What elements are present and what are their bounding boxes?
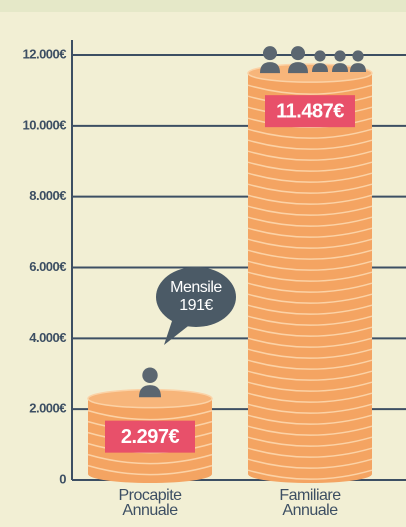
coin-body bbox=[248, 73, 372, 474]
x-tick-label: Familiare Annuale bbox=[279, 487, 341, 519]
coin-edge bbox=[247, 337, 373, 348]
person-body bbox=[350, 63, 366, 72]
y-tick-label: 6.000€ bbox=[29, 259, 66, 274]
coin-edge bbox=[247, 227, 373, 238]
coin-edge bbox=[247, 469, 373, 480]
coin-edge bbox=[247, 84, 373, 95]
y-tick-label: 0 bbox=[59, 471, 66, 486]
coin-edge bbox=[247, 425, 373, 436]
value-label: 2.297€ bbox=[121, 426, 180, 448]
person-head bbox=[314, 50, 326, 62]
coin-edge bbox=[247, 436, 373, 447]
coin-edge bbox=[247, 282, 373, 293]
coin-edge bbox=[247, 194, 373, 205]
y-tick-label: 2.000€ bbox=[29, 401, 66, 416]
coin-edge bbox=[87, 409, 213, 421]
coin-edge bbox=[247, 293, 373, 304]
y-tick-label: 12.000€ bbox=[23, 46, 67, 61]
value-label: 11.487€ bbox=[276, 100, 344, 122]
value-label-box bbox=[105, 420, 195, 453]
coin-edge bbox=[247, 128, 373, 139]
callout-value: 191€ bbox=[179, 297, 213, 314]
coin-edge bbox=[247, 150, 373, 161]
coin-edge bbox=[247, 381, 373, 392]
person-head bbox=[263, 46, 277, 61]
coin-stack bbox=[247, 63, 373, 483]
coin-edge bbox=[247, 216, 373, 227]
coin-edge bbox=[247, 359, 373, 370]
value-label-box bbox=[265, 95, 355, 128]
coin-edge bbox=[247, 172, 373, 183]
person-body bbox=[260, 62, 280, 74]
coin-edge bbox=[247, 249, 373, 260]
top-band bbox=[0, 0, 406, 12]
x-tick-label: Procapite Annuale bbox=[118, 487, 182, 519]
person-head bbox=[352, 50, 364, 62]
coin-edge bbox=[247, 205, 373, 216]
callout-text: Mensile bbox=[170, 279, 222, 296]
coin-edge bbox=[247, 183, 373, 194]
coin-edge bbox=[247, 271, 373, 282]
callout bbox=[156, 267, 236, 327]
coin-edge bbox=[247, 315, 373, 326]
coin-edge bbox=[247, 326, 373, 337]
coin-edge bbox=[247, 370, 373, 381]
person-body bbox=[139, 385, 161, 398]
coin-edge bbox=[87, 442, 213, 454]
coin-edge bbox=[247, 117, 373, 128]
coin-edge bbox=[247, 161, 373, 172]
coin-edge bbox=[247, 414, 373, 425]
coin-edge bbox=[87, 453, 213, 465]
coin-edge bbox=[247, 304, 373, 315]
coin-edge bbox=[247, 260, 373, 271]
coin-edge bbox=[247, 458, 373, 469]
y-tick-label: 10.000€ bbox=[23, 117, 67, 132]
y-tick-label: 4.000€ bbox=[29, 330, 66, 345]
person-body bbox=[312, 63, 328, 72]
coin-edge bbox=[247, 447, 373, 458]
person-body bbox=[332, 63, 348, 72]
person-head bbox=[334, 50, 346, 62]
coin-edge bbox=[247, 238, 373, 249]
coin-edge bbox=[247, 392, 373, 403]
coin-edge bbox=[87, 464, 213, 476]
person-body bbox=[288, 62, 308, 74]
coin-edge bbox=[247, 403, 373, 414]
person-head bbox=[142, 367, 158, 383]
coin-edge bbox=[247, 348, 373, 359]
person-head bbox=[291, 46, 305, 61]
y-tick-label: 8.000€ bbox=[29, 188, 66, 203]
coin-edge bbox=[247, 139, 373, 150]
